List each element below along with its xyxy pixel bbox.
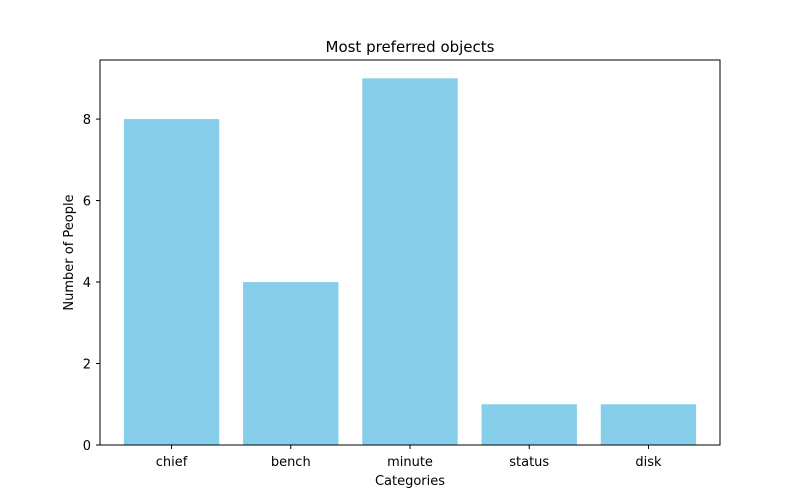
bar-disk	[600, 404, 697, 445]
bar-chief	[123, 119, 220, 446]
x-tick-label: chief	[156, 455, 188, 470]
x-tick-label: status	[509, 455, 549, 470]
y-tick-label: 4	[83, 276, 91, 291]
bars-group	[123, 78, 697, 446]
bar-status	[481, 404, 577, 445]
bar-bench	[243, 282, 339, 445]
y-tick-label: 2	[83, 358, 91, 373]
x-tick-label: bench	[271, 455, 311, 470]
x-axis-ticks: chief bench minute status disk	[156, 445, 662, 470]
y-axis-ticks: 0 2 4 6 8	[83, 113, 100, 454]
chart-title: Most preferred objects	[326, 38, 495, 56]
x-axis-label: Categories	[375, 474, 445, 489]
y-axis-label: Number of People	[62, 194, 77, 310]
bar-minute	[362, 78, 458, 445]
x-tick-label: disk	[635, 455, 662, 470]
y-tick-label: 6	[83, 195, 91, 210]
y-tick-label: 0	[83, 439, 91, 454]
x-tick-label: minute	[387, 455, 433, 470]
plot-frame	[99, 59, 721, 446]
y-tick-label: 8	[83, 113, 91, 128]
